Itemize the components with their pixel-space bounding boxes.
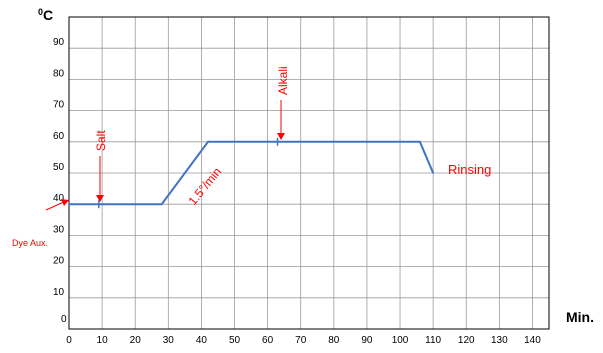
y-axis-ticks: 10 20 30 40 50 60 70 80 90 0 bbox=[53, 37, 67, 325]
x-tick-label: 60 bbox=[262, 335, 274, 346]
plot-frame bbox=[68, 16, 550, 330]
dye-aux-arrowhead bbox=[61, 199, 69, 206]
x-tick-label: 0 bbox=[66, 335, 72, 346]
temperature-point bbox=[419, 141, 421, 143]
y-tick-label: 40 bbox=[53, 193, 65, 204]
y-tick-label: 90 bbox=[53, 37, 65, 48]
x-tick-label: 120 bbox=[458, 335, 475, 346]
y-tick-label: 60 bbox=[53, 131, 65, 142]
y-tick-label: 70 bbox=[53, 100, 65, 111]
y-axis-unit-label: C bbox=[43, 7, 53, 23]
x-tick-label: 130 bbox=[491, 335, 508, 346]
dye-aux-label: Dye Aux. bbox=[12, 238, 48, 248]
temperature-point bbox=[68, 203, 70, 205]
x-tick-label: 30 bbox=[163, 335, 175, 346]
y-tick-label: 80 bbox=[53, 68, 65, 79]
y-tick-label: 50 bbox=[53, 162, 65, 173]
y-tick-label: 20 bbox=[53, 256, 65, 267]
x-tick-label: 100 bbox=[392, 335, 409, 346]
x-tick-label: 110 bbox=[425, 335, 441, 346]
x-tick-label: 80 bbox=[328, 335, 340, 346]
y-tick-label: 30 bbox=[53, 224, 65, 235]
x-tick-label: 40 bbox=[196, 335, 208, 346]
salt-arrowhead bbox=[96, 195, 104, 202]
x-tick-label: 10 bbox=[97, 335, 109, 346]
x-tick-label: 90 bbox=[361, 335, 373, 346]
rinsing-label: Rinsing bbox=[448, 162, 491, 177]
temperature-point bbox=[207, 141, 209, 143]
x-axis-unit: Min. bbox=[566, 309, 594, 325]
alkali-label: Alkali bbox=[276, 66, 290, 95]
y-tick-label: 10 bbox=[53, 287, 65, 298]
ramp-rate-label: 1.5°/min bbox=[185, 165, 224, 208]
alkali-arrowhead bbox=[277, 133, 285, 140]
x-tick-label: 20 bbox=[130, 335, 142, 346]
salt-label: Salt bbox=[94, 130, 108, 151]
x-tick-label: 140 bbox=[524, 335, 541, 346]
y-tick-label: 0 bbox=[61, 314, 67, 325]
temperature-point bbox=[160, 203, 163, 205]
x-axis-ticks: 0 10 20 30 40 50 60 70 80 90 100 110 120 130 140 bbox=[66, 335, 541, 346]
x-tick-label: 50 bbox=[229, 335, 241, 346]
y-axis-unit-superscript: 0 bbox=[38, 7, 43, 17]
annotations: Dye Aux. Salt 1.5°/min Alkali Rinsing bbox=[12, 66, 491, 248]
y-axis-unit: 0C bbox=[38, 7, 53, 23]
temperature-point bbox=[432, 172, 434, 174]
grid bbox=[69, 17, 549, 329]
series-layer bbox=[68, 137, 435, 209]
x-tick-label: 70 bbox=[295, 335, 307, 346]
